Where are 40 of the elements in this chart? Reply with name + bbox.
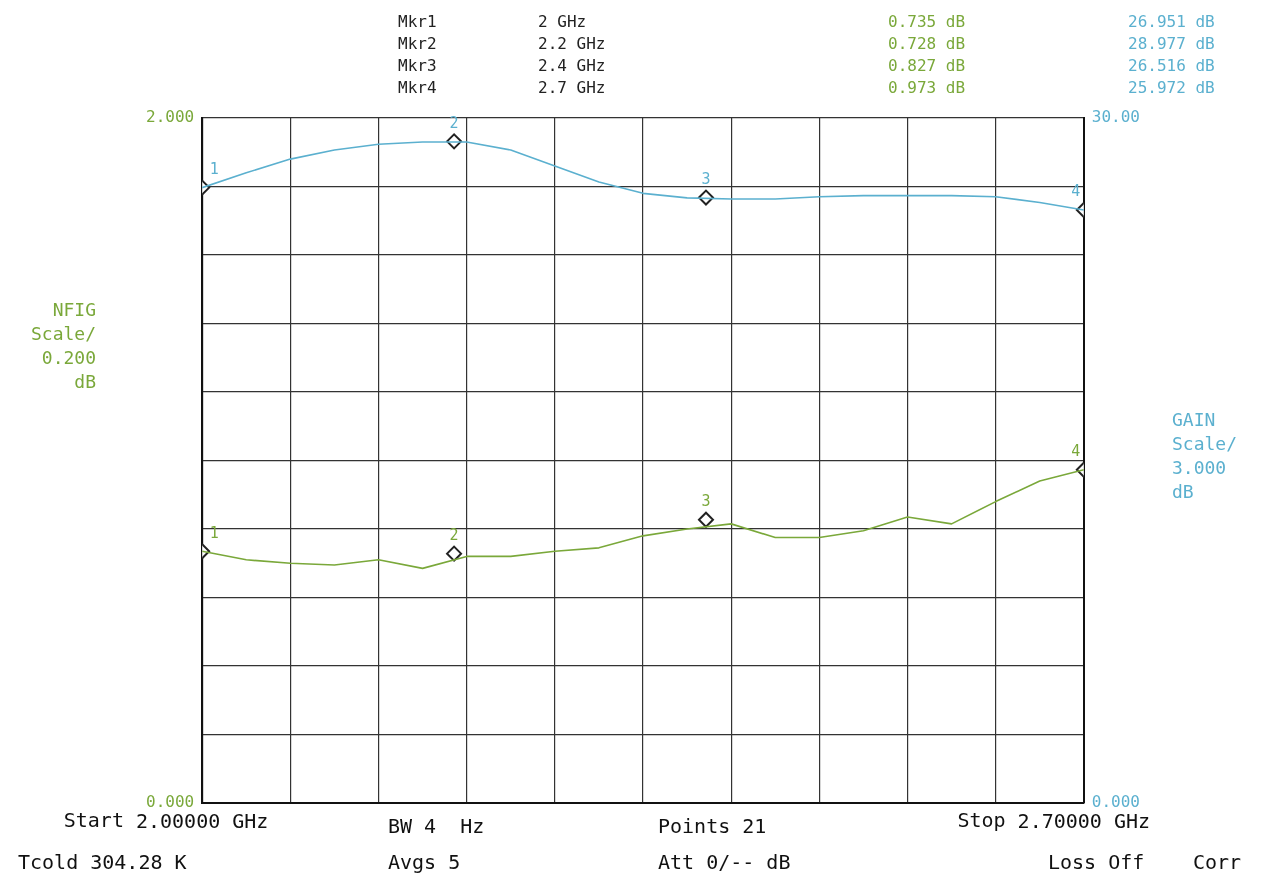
annotation: 4: [1071, 442, 1081, 461]
text: 25.972 dB: [1128, 78, 1215, 97]
annotation: 3: [701, 169, 711, 188]
text: 0.728 dB: [888, 34, 966, 53]
text: 2 GHz: [538, 12, 587, 31]
text: Tcold 304.28 K: [18, 850, 187, 874]
text: Avgs 5: [388, 850, 461, 874]
text: 0.827 dB: [888, 56, 966, 75]
text: Mkr3: [398, 56, 437, 75]
text: 28.977 dB: [1128, 34, 1215, 53]
text: Att 0/-- dB: [658, 850, 791, 874]
text: BW 4 Hz: [388, 814, 485, 838]
annotation: 3: [701, 492, 711, 511]
text: Mkr2: [398, 34, 437, 53]
text: Points 21: [658, 814, 767, 838]
annotation: 1: [209, 160, 219, 179]
text: Loss Off: [1048, 850, 1145, 874]
annotation: 4: [1071, 182, 1081, 201]
x-tick-label: 2.00000 GHz: [135, 809, 269, 834]
text: 2.2 GHz: [538, 34, 606, 53]
annotation: 2: [449, 526, 459, 545]
x-tick-label: 2.70000 GHz: [1017, 809, 1151, 834]
text: 26.951 dB: [1128, 12, 1215, 31]
y2-tick-label: 0.000: [1091, 792, 1141, 812]
y2-axis-title: GAIN Scale/ 3.000 dB: [1172, 408, 1239, 504]
text: 0.973 dB: [888, 78, 966, 97]
annotation: 1: [209, 523, 219, 542]
y-axis-title: NFIG Scale/ 0.200 dB: [29, 298, 96, 394]
y-tick-label: 2.000: [145, 107, 195, 127]
text: 0.735 dB: [888, 12, 966, 31]
text: 2.7 GHz: [538, 78, 606, 97]
annotation: 2: [449, 113, 459, 132]
text: 2.4 GHz: [538, 56, 606, 75]
text: Mkr1: [398, 12, 437, 31]
text: 26.516 dB: [1128, 56, 1215, 75]
y2-tick-label: 30.00: [1091, 107, 1141, 127]
text: Mkr4: [398, 78, 437, 97]
text: Start: [63, 808, 124, 833]
text: Stop: [957, 808, 1006, 833]
text: Corr: [1193, 850, 1242, 874]
